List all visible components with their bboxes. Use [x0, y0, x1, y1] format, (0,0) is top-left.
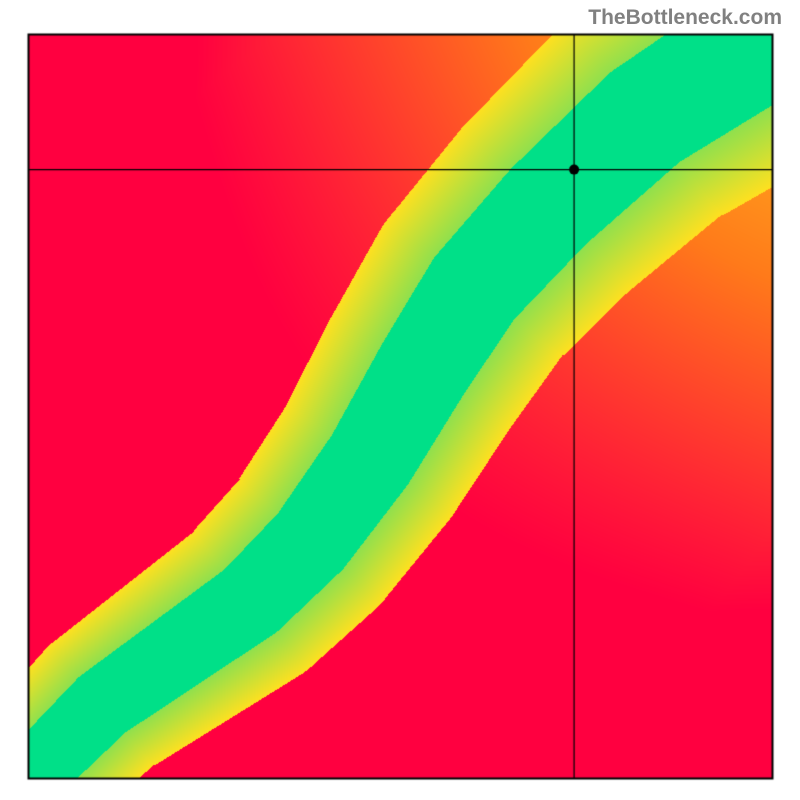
bottleneck-heatmap: [0, 0, 800, 800]
chart-container: TheBottleneck.com: [0, 0, 800, 800]
watermark-text: TheBottleneck.com: [588, 6, 782, 30]
